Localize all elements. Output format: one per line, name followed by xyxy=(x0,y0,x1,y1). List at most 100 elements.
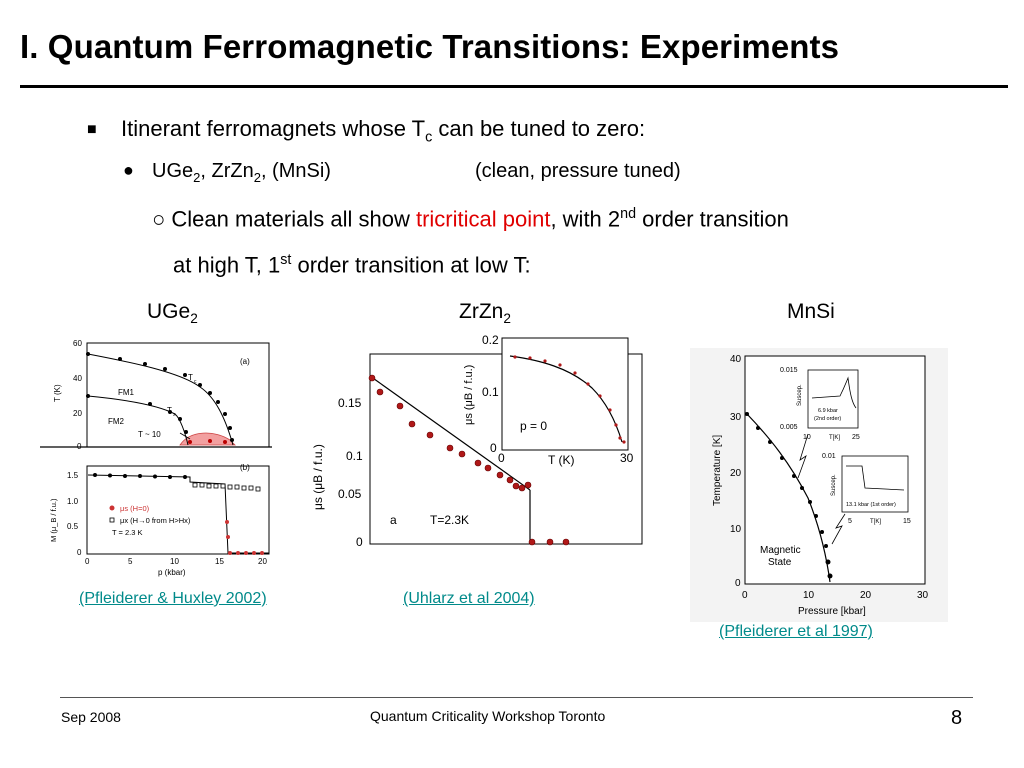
mnsi-points xyxy=(745,412,833,579)
mnsi-inset1-ytick-top: 0.015 xyxy=(780,367,798,374)
uge2-tick-0: 0 xyxy=(77,442,82,451)
mnsi-inset2-ytick: 0.01 xyxy=(822,453,836,460)
uge2-mux-points xyxy=(192,482,261,492)
zrzn2-inset-tick-0: 0 xyxy=(490,441,497,455)
mnsi-tc-curve xyxy=(746,413,831,583)
bullet-level3-continued: at high T, 1st order transition at low T… xyxy=(173,252,531,278)
mnsi-inset1-kbar: 6.9 kbar xyxy=(818,408,838,414)
mnsi-inset2-curve xyxy=(846,465,905,491)
footer-divider xyxy=(60,697,973,698)
ref-pfleiderer-1997-link[interactable]: (Pfleiderer et al 1997) xyxy=(719,623,873,640)
uge2-mus-points xyxy=(93,473,187,479)
ref-uhlarz-link[interactable]: (Uhlarz et al 2004) xyxy=(403,590,535,607)
uge2-tx-points xyxy=(86,394,188,434)
bullet3b-after: order transition at low T: xyxy=(291,252,531,278)
zrzn2-points xyxy=(368,374,570,546)
bullet3-mid: , with 2 xyxy=(550,206,621,232)
uge2-ylabel-bottom: M (μ_B / f.u.) xyxy=(49,498,58,542)
zrzn2-inset-ylabel: μs (μB / f.u.) xyxy=(463,365,475,425)
uge2-legend-mux-marker xyxy=(109,517,115,523)
zrzn2-inset-tick-0-1: 0.1 xyxy=(482,385,499,399)
uge2-tick-1-0: 1.0 xyxy=(67,497,79,506)
uge2-xtick-10: 10 xyxy=(170,557,179,566)
uge2-tick-40: 40 xyxy=(73,374,82,383)
uge2-xlabel: p (kbar) xyxy=(158,568,186,577)
uge2-ylabel-top: T (K) xyxy=(53,384,62,402)
uge2-t10-arrow xyxy=(179,432,191,440)
uge2-tc-points xyxy=(86,352,234,442)
page-number: 8 xyxy=(951,707,963,729)
mnsi-inset2-pointer xyxy=(831,513,846,545)
uge2-tick-60: 60 xyxy=(73,339,82,348)
mnsi-inset1-xtick-25: 25 xyxy=(852,434,860,441)
bullet2-zrzn-sub: 2 xyxy=(253,170,261,185)
mnsi-ytick-40: 40 xyxy=(730,354,742,365)
mnsi-ylabel: Temperature [K] xyxy=(712,435,723,506)
mnsi-ytick-10: 10 xyxy=(730,524,742,535)
svg-text:x: x xyxy=(173,412,176,418)
bullet1-sub: c xyxy=(425,129,433,146)
zrzn2-temp: T=2.3K xyxy=(430,513,469,527)
uge2-legend-mus: μs (H=0) xyxy=(120,504,150,513)
mnsi-xtick-0: 0 xyxy=(742,590,748,601)
slide-title: I. Quantum Ferromagnetic Transitions: Ex… xyxy=(20,28,840,65)
mnsi-inset1-ytick-bottom: 0.005 xyxy=(780,424,798,431)
uge2-xtick-15: 15 xyxy=(215,557,224,566)
uge2-legend-mus-marker xyxy=(109,505,115,511)
zrzn2-tick-0: 0 xyxy=(356,535,363,549)
mnsi-inset1 xyxy=(807,369,859,429)
mnsi-figure: 40 30 20 10 0 Temperature [K] 0 10 20 30… xyxy=(690,348,948,622)
mnsi-inset1-xlabel: T[K] xyxy=(829,435,840,441)
bullet2-mnsi: , (MnSi) xyxy=(260,160,331,182)
uge2-panel-a: (a) xyxy=(240,357,250,366)
zrzn2-inset-curve xyxy=(509,355,623,443)
zrzn2-tick-0-1: 0.1 xyxy=(346,449,363,463)
uge2-tick-0-5: 0.5 xyxy=(67,522,79,531)
mnsi-inset1-ylabel: Suscep. xyxy=(797,384,803,406)
zrzn2-inset-points xyxy=(513,355,626,444)
zrzn2-inset-p0: p = 0 xyxy=(520,419,547,433)
bullet3b-before: at high T, 1 xyxy=(173,252,281,278)
zrzn2-panel-a: a xyxy=(390,513,397,527)
square-bullet-icon: ■ xyxy=(87,121,97,138)
svg-text:c: c xyxy=(194,379,197,385)
bullet3-prefix: ○ Clean materials all show xyxy=(152,206,416,232)
uge2-tick-1-5: 1.5 xyxy=(67,471,79,480)
uge2-label: UGe2 xyxy=(147,300,198,327)
zrzn2-tick-0-05: 0.05 xyxy=(338,487,362,501)
ref-pfleiderer-huxley-link[interactable]: (Pfleiderer & Huxley 2002) xyxy=(79,590,267,607)
mnsi-inset1-pointer xyxy=(797,433,809,479)
zrzn2-inset-xlabel: T (K) xyxy=(548,453,574,467)
mnsi-inset1-order: (2nd order) xyxy=(814,416,841,422)
zrzn2-inset-xtick-0: 0 xyxy=(498,451,505,465)
uge2-tick-20: 20 xyxy=(73,409,82,418)
uge2-tc-label: T xyxy=(188,373,193,382)
zrzn2-label: ZrZn2 xyxy=(459,300,511,327)
uge2-bottom-frame xyxy=(86,465,270,555)
uge2-fm2: FM2 xyxy=(108,417,125,426)
bullet1-text-after: can be tuned to zero: xyxy=(432,116,646,141)
uge2-red-points xyxy=(188,439,227,444)
uge2-xtick-0: 0 xyxy=(85,557,90,566)
uge2-tricritical-region xyxy=(179,432,236,446)
uge2-red-m-points xyxy=(225,520,264,555)
bullet3b-sup: st xyxy=(280,252,292,268)
uge2-t10-label: T ~ 10 xyxy=(138,430,161,439)
zrzn2-ylabel: μs (μB / f.u.) xyxy=(311,444,325,510)
mnsi-xtick-20: 20 xyxy=(860,590,872,601)
zrzn2-figure: 0.15 0.1 0.05 0 μs (μB / f.u.) a T=2.3K … xyxy=(311,333,643,549)
bullet2-note: (clean, pressure tuned) xyxy=(475,160,681,182)
bullet2-uge-sub: 2 xyxy=(193,170,201,185)
zrzn2-tick-0-15: 0.15 xyxy=(338,396,362,410)
zrzn2-inset-frame xyxy=(501,337,629,451)
uge2-xtick-5: 5 xyxy=(128,557,133,566)
bullet2-uge: UGe xyxy=(152,160,194,182)
bullet-level3: ○ Clean materials all show tricritical p… xyxy=(152,206,789,232)
mnsi-ytick-20: 20 xyxy=(730,468,742,479)
bullet1-text: Itinerant ferromagnets whose T xyxy=(121,116,426,141)
footer-event: Quantum Criticality Workshop Toronto xyxy=(370,708,606,724)
uge2-legend-temp: T = 2.3 K xyxy=(112,528,143,537)
mnsi-inset2-xlabel: T[K] xyxy=(870,519,881,525)
mnsi-label: MnSi xyxy=(787,300,835,323)
uge2-legend-mux: μx (H→0 from H>Hx) xyxy=(120,516,191,525)
